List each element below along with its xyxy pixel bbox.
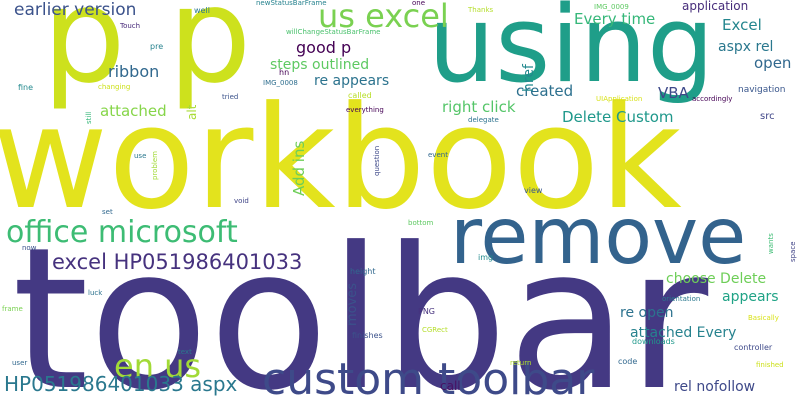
cloud-word: Basically [748, 314, 779, 322]
cloud-word: well [194, 6, 210, 15]
cloud-word: workbook [0, 76, 682, 241]
cloud-word: steps outlined [270, 57, 370, 73]
cloud-word: space [789, 241, 797, 262]
cloud-word: now [22, 244, 37, 252]
cloud-word: called [348, 91, 372, 100]
cloud-word: appears [722, 289, 779, 305]
cloud-word: choose Delete [666, 271, 767, 287]
cloud-word: aspx rel [718, 39, 774, 55]
cloud-word: created [516, 82, 574, 100]
cloud-word: user [12, 359, 28, 367]
cloud-word: HP051986401033 aspx [4, 372, 238, 396]
cloud-word: question [373, 145, 381, 176]
cloud-word: finished [756, 361, 784, 369]
cloud-word: p p [42, 0, 252, 113]
cloud-word: custom toolbar [262, 354, 595, 400]
cloud-word: wants [767, 233, 775, 254]
cloud-word: one [412, 0, 426, 7]
cloud-word: en us [114, 347, 202, 385]
cloud-word: controller [734, 343, 773, 352]
cloud-word: UIApplication [596, 95, 643, 103]
cloud-word: office microsoft [6, 215, 238, 250]
cloud-word: pre [150, 42, 164, 51]
cloud-word: bottom [408, 219, 434, 227]
cloud-word: earlier version [14, 0, 137, 20]
cloud-word: application [682, 0, 749, 13]
cloud-word: changing [98, 83, 131, 91]
cloud-word: delegate [468, 116, 499, 124]
cloud-word: void [234, 197, 249, 205]
cloud-word: using [428, 0, 715, 106]
cloud-word: re open [620, 305, 674, 321]
cloud-word: luck [88, 289, 103, 297]
cloud-word: set [102, 208, 113, 216]
cloud-word: Excel [722, 16, 762, 34]
cloud-word: finishes [352, 331, 383, 340]
cloud-word: ribbon [108, 62, 160, 81]
cloud-word: everything [346, 106, 384, 114]
cloud-word: Add ins [290, 140, 308, 196]
cloud-word: orientation [662, 295, 701, 303]
cloud-word: willChangeStatusBarFrame [286, 28, 381, 36]
cloud-word: CGRect [422, 326, 448, 334]
cloud-word: Delete Custom [562, 108, 674, 126]
cloud-word: tried [222, 93, 239, 101]
cloud-word: accordingly [692, 95, 733, 103]
cloud-word: Touch [120, 22, 141, 30]
cloud-word: remove [450, 192, 747, 282]
cloud-word: img [478, 253, 494, 262]
cloud-word: navigation [738, 85, 786, 95]
cloud-word: open [754, 54, 792, 72]
cloud-word: frame [2, 305, 23, 313]
cloud-word: downloads [632, 337, 675, 346]
cloud-word: Thanks [468, 6, 494, 14]
cloud-word: event [428, 151, 448, 159]
cloud-word: re appears [314, 73, 390, 89]
cloud-word: toolbar [12, 206, 709, 400]
cloud-word: right click [442, 98, 516, 116]
cloud-word: call [440, 379, 461, 393]
cloud-word: Every time [574, 10, 656, 28]
cloud-word: view [524, 186, 543, 195]
cloud-word: text [178, 348, 192, 356]
cloud-word: return [510, 359, 532, 367]
cloud-word: code [618, 357, 638, 366]
cloud-word: height [350, 267, 376, 276]
cloud-word: fine [18, 83, 34, 92]
cloud-word: attached Every [630, 325, 737, 341]
cloud-word: alt [185, 104, 199, 120]
cloud-word: use [134, 152, 147, 160]
cloud-word: rel nofollow [674, 379, 756, 395]
cloud-word: moves [345, 282, 360, 326]
cloud-word: problem [151, 151, 159, 180]
cloud-word: us excel [318, 0, 449, 35]
cloud-word: attached [100, 102, 167, 120]
cloud-word: newStatusBarFrame [256, 0, 327, 7]
cloud-word: IMG_0008 [263, 79, 298, 87]
cloud-word: src [760, 111, 775, 122]
cloud-word: VBA [658, 84, 689, 102]
cloud-word: IMG_0009 [594, 3, 629, 11]
cloud-word: PNG [418, 307, 436, 316]
cloud-word: excel HP051986401033 [52, 250, 303, 274]
cloud-word: still [85, 111, 93, 124]
cloud-word: href [521, 64, 537, 92]
cloud-word: good p [296, 38, 352, 57]
cloud-word: hn [279, 68, 290, 77]
